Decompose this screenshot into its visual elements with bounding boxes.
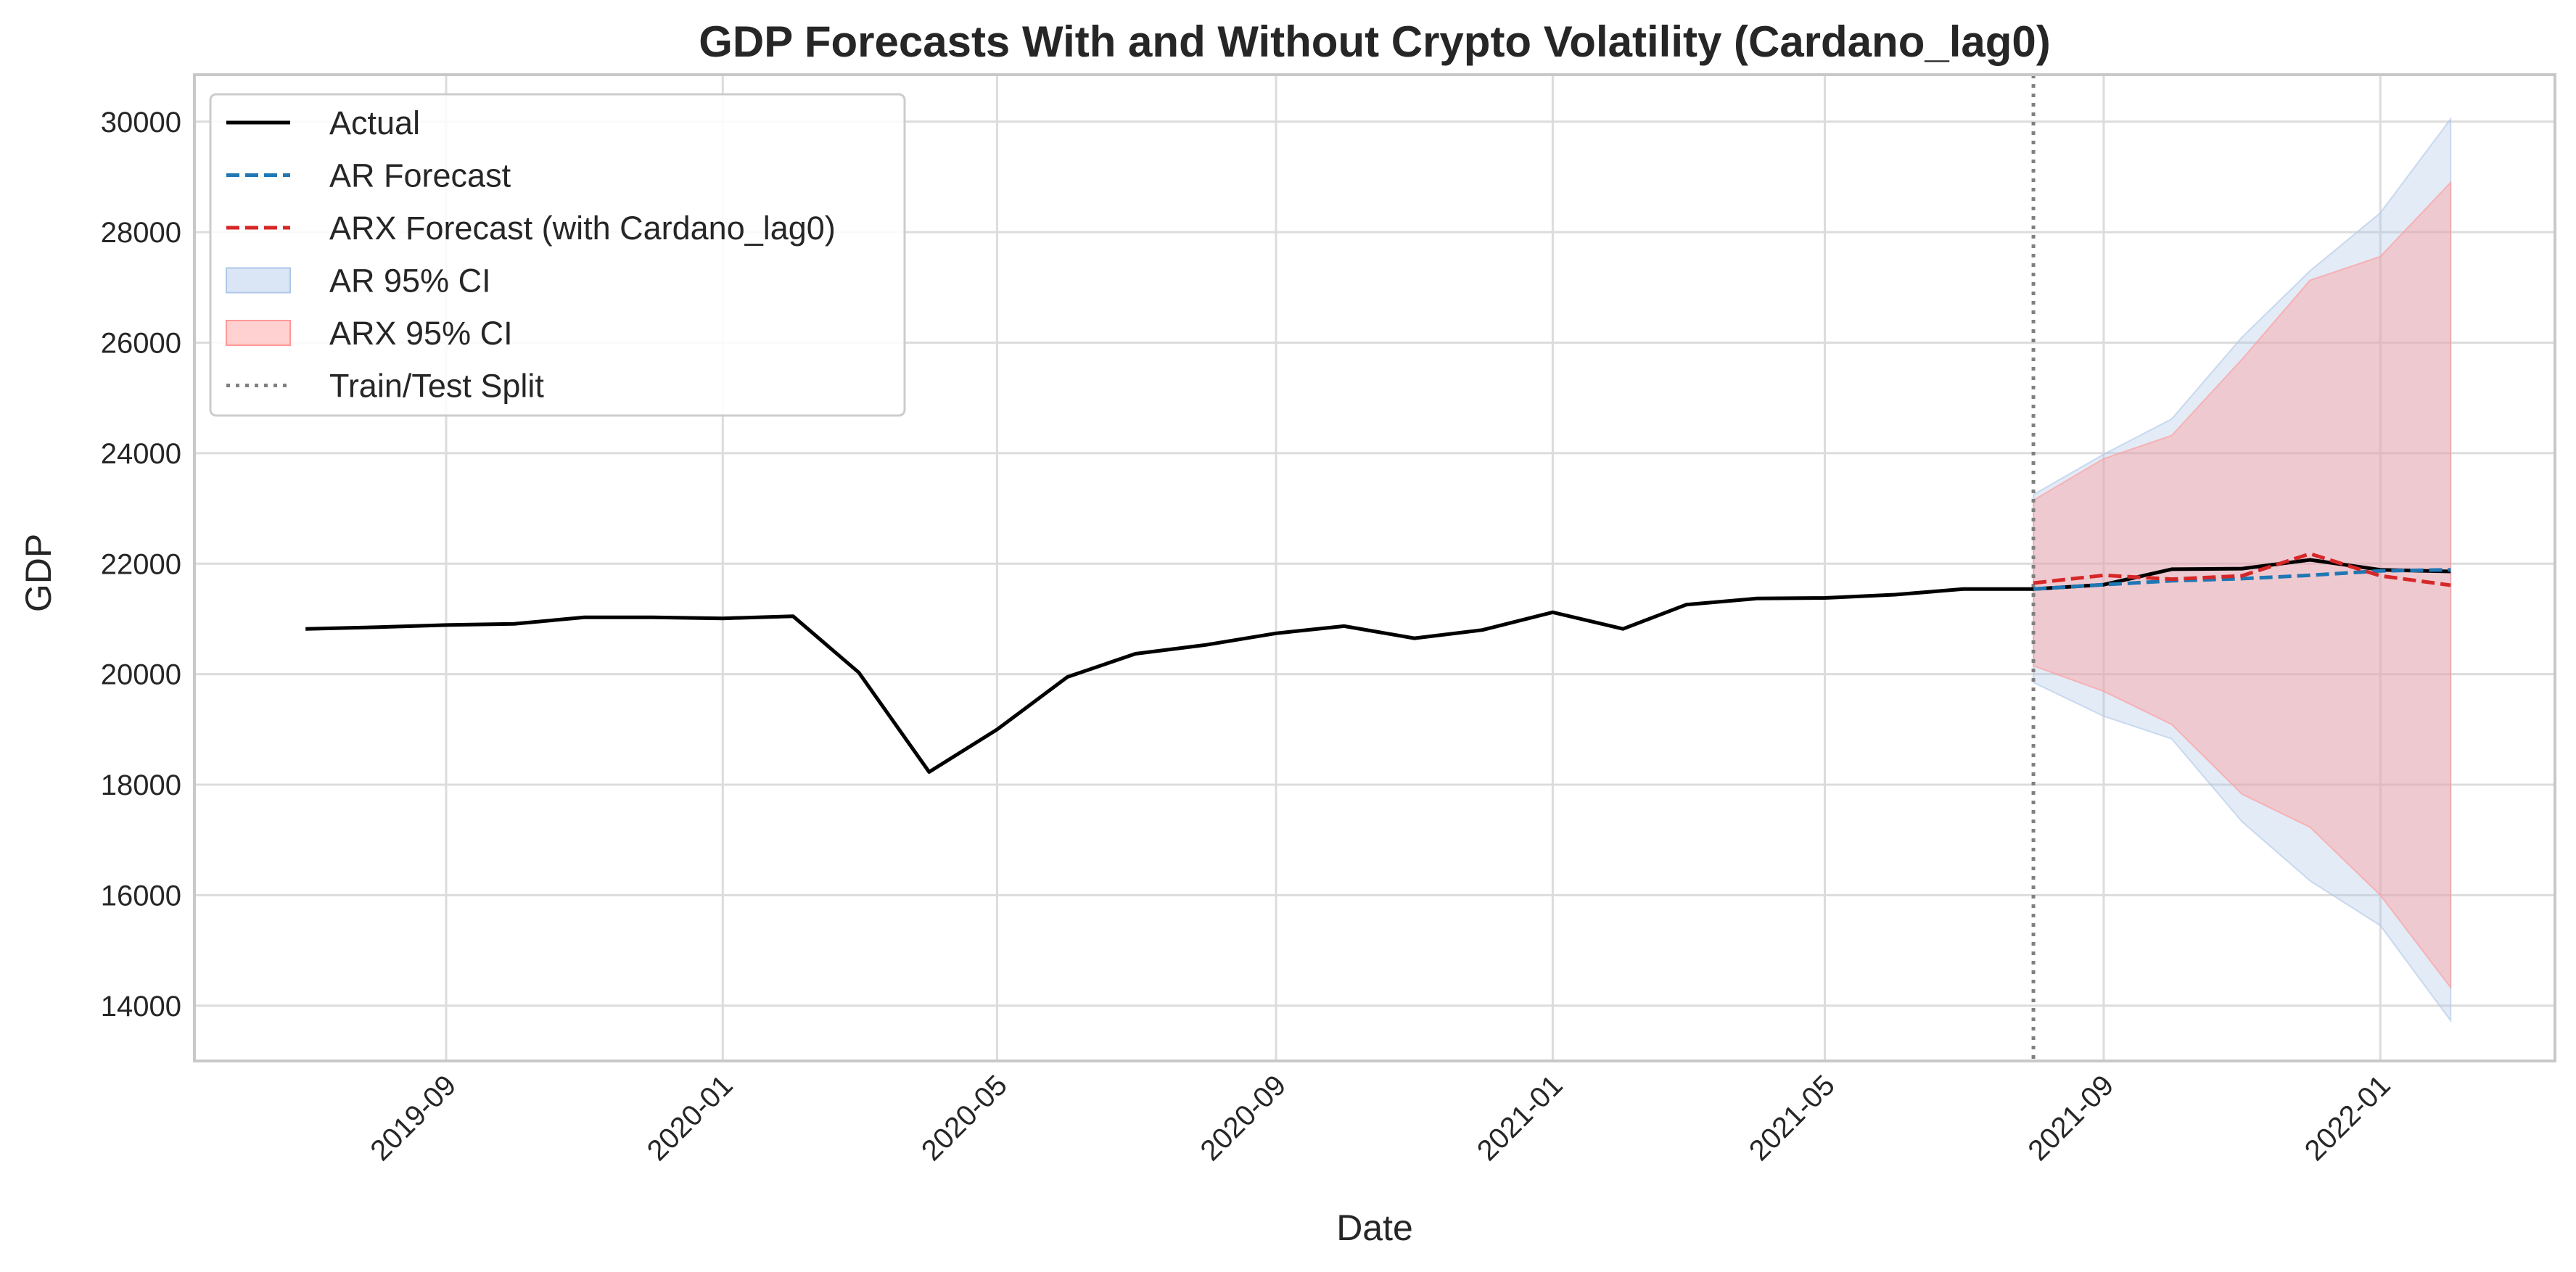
- legend-label: ARX 95% CI: [329, 315, 513, 352]
- series-ar-forecast: [2033, 568, 2451, 591]
- y-tick-label: 24000: [101, 438, 181, 470]
- band-arx-95-ci: [2033, 181, 2452, 990]
- y-tick-label: 18000: [101, 769, 181, 801]
- x-tick-label: 2020-01: [641, 1069, 739, 1167]
- x-tick-label: 2021-05: [1743, 1069, 1841, 1167]
- x-tick-label: 2020-09: [1194, 1069, 1292, 1167]
- legend-label: Actual: [329, 104, 420, 141]
- x-tick-label: 2021-09: [2022, 1069, 2120, 1167]
- series-lines: [305, 552, 2451, 774]
- y-tick-label: 28000: [101, 217, 181, 249]
- y-tick-label: 14000: [101, 991, 181, 1023]
- legend-swatch: [226, 267, 291, 294]
- legend: Actual AR Forecast ARX Forecast (with Card…: [209, 93, 906, 417]
- legend-label: AR 95% CI: [329, 263, 491, 300]
- x-axis-ticks: 2019-09 2020-01 2020-05 2020-09 2021-01 2021-…: [364, 1069, 2396, 1167]
- y-tick-label: 30000: [101, 107, 181, 139]
- y-tick-label: 26000: [101, 328, 181, 360]
- x-tick-label: 2022-01: [2299, 1069, 2397, 1167]
- legend-swatch: [226, 320, 291, 346]
- y-axis-label: GDP: [18, 534, 59, 612]
- x-axis-label: Date: [1336, 1207, 1413, 1248]
- legend-label: AR Forecast: [329, 157, 511, 194]
- x-tick-label: 2019-09: [364, 1069, 462, 1167]
- legend-label: Train/Test Split: [329, 368, 544, 405]
- x-tick-label: 2021-01: [1471, 1069, 1569, 1167]
- y-tick-label: 22000: [101, 548, 181, 580]
- series-arx-forecast-with-cardano-lag0-: [2033, 552, 2451, 587]
- plot-frame: [193, 73, 2556, 1062]
- legend-box: [209, 93, 906, 417]
- y-tick-label: 20000: [101, 659, 181, 691]
- y-axis-ticks: 14000 16000 18000 20000 22000 24000 26000 28000…: [101, 107, 181, 1023]
- chart-title: GDP Forecasts With and Without Crypto Vo…: [699, 17, 2051, 66]
- plot-border: [193, 73, 2556, 1062]
- legend-label: ARX Forecast (with Cardano_lag0): [329, 210, 836, 247]
- x-tick-label: 2020-05: [915, 1069, 1013, 1167]
- y-tick-label: 16000: [101, 880, 181, 912]
